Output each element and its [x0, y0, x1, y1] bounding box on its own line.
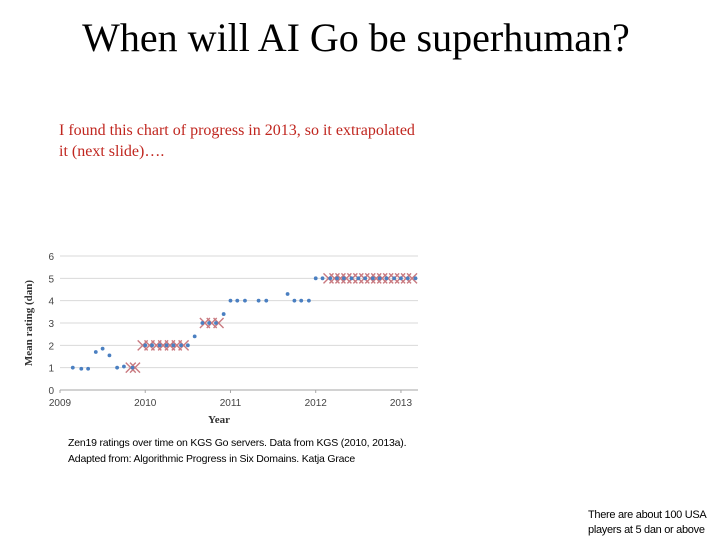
- data-point-dot: [356, 276, 361, 281]
- slide-title: When will AI Go be superhuman?: [82, 15, 630, 60]
- data-point-cross: [129, 362, 141, 374]
- data-point-dot: [256, 298, 261, 303]
- data-point-dot: [171, 343, 176, 348]
- caption-line-2: Adapted from: Algorithmic Progress in Si…: [68, 453, 355, 465]
- data-point-dot: [392, 276, 397, 281]
- data-point-dot: [200, 321, 205, 325]
- chart: 0 1 2 3 4 5 6 2009 2010 2011 2012 2013 Year Mean rati…: [20, 240, 430, 430]
- data-point-dot: [192, 334, 197, 339]
- data-point-cross: [406, 272, 418, 284]
- y-tick-label: 2: [48, 341, 54, 352]
- data-point-dot: [363, 276, 368, 281]
- footnote: There are about 100 USA players at 5 dan…: [588, 508, 718, 538]
- data-point-dot: [313, 276, 318, 281]
- data-point-dot: [221, 312, 226, 316]
- data-point-dot: [349, 276, 354, 281]
- data-point-dot: [164, 343, 169, 348]
- footnote-line-1: There are about 100 USA: [588, 509, 707, 521]
- data-point-dot: [150, 343, 154, 348]
- y-tick-label: 1: [48, 364, 54, 375]
- chart-svg: 0 1 2 3 4 5 6 2009 2010 2011 2012 2013 Year Mean rati…: [23, 252, 418, 426]
- data-point-dot: [285, 292, 290, 296]
- data-point-dot: [130, 365, 135, 370]
- intro-text: I found this chart of progress in 2013, …: [59, 122, 415, 160]
- chart-caption: Zen19 ratings over time on KGS Go server…: [68, 435, 488, 467]
- data-point-dot: [107, 353, 112, 358]
- y-tick-label: 3: [48, 319, 54, 330]
- data-point-dot: [405, 276, 410, 281]
- x-tick-label: 2012: [305, 398, 328, 409]
- data-point-dot: [370, 276, 375, 281]
- data-point-dot: [335, 276, 339, 281]
- data-point-dot: [157, 343, 162, 348]
- x-tick-label: 2010: [134, 398, 157, 409]
- x-tick-label: 2013: [390, 398, 413, 409]
- data-point-dot: [320, 276, 325, 281]
- data-point-cross: [213, 317, 225, 329]
- data-point-dot: [207, 321, 212, 325]
- data-point-dot: [143, 343, 148, 348]
- data-point-dot: [93, 350, 98, 354]
- data-point-dot: [384, 276, 389, 281]
- data-point-dot: [179, 343, 183, 348]
- y-tick-label: 4: [48, 297, 54, 308]
- data-point-dot: [328, 276, 333, 281]
- x-axis-label: Year: [208, 414, 230, 426]
- data-point-dot: [185, 343, 190, 348]
- data-point-dot: [399, 276, 403, 281]
- y-tick-label: 0: [48, 386, 54, 397]
- data-point-dot: [264, 298, 269, 303]
- data-point-dot: [122, 364, 126, 369]
- y-axis-label: Mean rating (dan): [23, 280, 35, 367]
- data-point-dot: [79, 366, 84, 371]
- data-point-dot: [377, 276, 382, 281]
- footnote-line-2: players at 5 dan or above: [588, 524, 705, 536]
- data-point-dot: [243, 298, 247, 303]
- data-point-dot: [299, 298, 304, 303]
- data-point-dot: [115, 365, 120, 370]
- data-point-dot: [228, 298, 233, 303]
- data-point-dot: [341, 276, 346, 281]
- x-tick-label: 2011: [220, 398, 242, 409]
- y-tick-label: 6: [48, 252, 54, 263]
- data-point-dot: [306, 298, 311, 303]
- data-point-dot: [86, 366, 91, 371]
- y-tick-label: 5: [48, 274, 54, 285]
- data-point-dot: [413, 276, 418, 281]
- caption-line-1: Zen19 ratings over time on KGS Go server…: [68, 437, 407, 449]
- data-point-dot: [235, 298, 240, 303]
- data-point-dot: [292, 298, 297, 303]
- data-point-cross: [178, 339, 190, 351]
- data-point-dot: [214, 321, 218, 325]
- x-tick-label: 2009: [49, 398, 72, 409]
- data-point-dot: [100, 346, 105, 351]
- data-point-dot: [70, 365, 75, 370]
